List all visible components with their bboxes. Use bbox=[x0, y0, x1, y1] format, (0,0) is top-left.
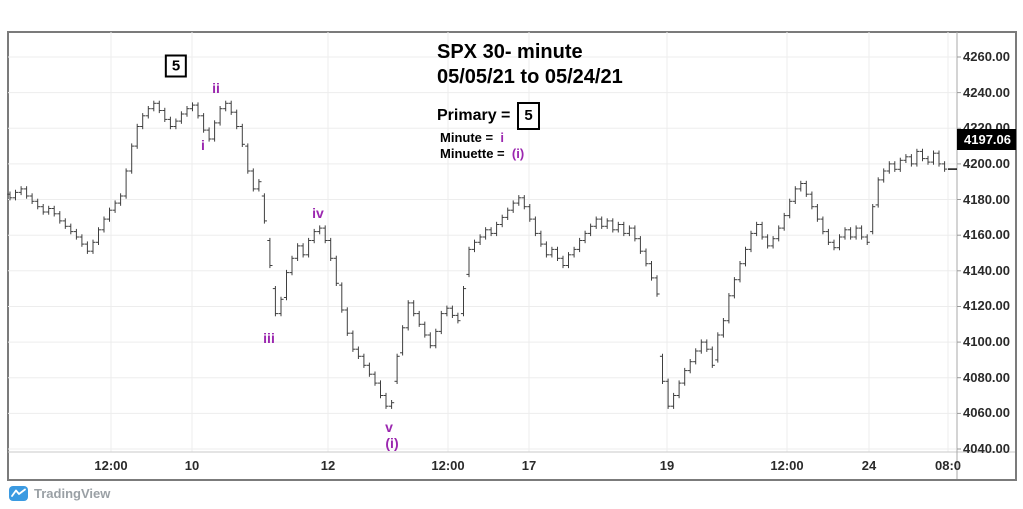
price-axis-label: 4060.00 bbox=[963, 405, 1010, 421]
legend-minute-symbol: i bbox=[500, 130, 504, 145]
price-axis-label: 4180.00 bbox=[963, 191, 1010, 207]
tradingview-watermark-text: TradingView bbox=[34, 486, 111, 501]
price-axis-label: 4040.00 bbox=[963, 441, 1010, 456]
chart-title-line2: 05/05/21 to 05/24/21 bbox=[437, 66, 623, 88]
legend-minuette-row: Minuette = (i) bbox=[440, 146, 540, 162]
tradingview-logo-icon bbox=[9, 486, 28, 501]
ohlc-bars bbox=[7, 100, 948, 409]
price-axis[interactable]: 4260.00 4240.00 4220.00 4200.00 4180.00 4160.… bbox=[957, 31, 1017, 481]
chart-title-annotation[interactable]: SPX 30- minute 05/05/21 to 05/24/21 bbox=[437, 40, 623, 90]
price-axis-label: 4080.00 bbox=[963, 369, 1010, 385]
price-axis-label: 4200.00 bbox=[963, 155, 1010, 171]
legend-minuette-label: Minuette = bbox=[440, 146, 505, 161]
chart-frame bbox=[7, 31, 1017, 481]
wave-degree-legend[interactable]: Primary = 5 Minute = i Minuette = (i) bbox=[437, 102, 540, 162]
time-axis-label: 12:00 bbox=[431, 458, 465, 473]
legend-primary-symbol: 5 bbox=[517, 102, 540, 130]
price-axis-label: 4160.00 bbox=[963, 227, 1010, 243]
time-axis-label: 12:00 bbox=[94, 458, 128, 473]
legend-minuette-symbol: (i) bbox=[511, 146, 525, 161]
time-axis[interactable]: 12:00 10 12 12:00 17 19 12:00 24 08:0 bbox=[7, 452, 961, 480]
time-axis-label: 12 bbox=[320, 458, 336, 473]
price-axis-label: 4260.00 bbox=[963, 49, 1010, 64]
tradingview-watermark[interactable]: TradingView bbox=[9, 486, 110, 501]
time-axis-label: 08:0 bbox=[934, 458, 962, 473]
price-axis-label: 4120.00 bbox=[963, 298, 1010, 314]
last-price-tag: 4197.06 bbox=[957, 129, 1016, 150]
time-axis-label: 12:00 bbox=[770, 458, 804, 473]
chart-title-line1: SPX 30- minute bbox=[437, 41, 583, 63]
legend-minute-row: Minute = i bbox=[440, 130, 540, 146]
legend-minute-label: Minute = bbox=[440, 130, 494, 145]
time-axis-label: 24 bbox=[861, 458, 877, 473]
legend-primary-label: Primary = bbox=[437, 107, 511, 124]
time-axis-label: 19 bbox=[659, 458, 675, 473]
time-axis-label: 10 bbox=[184, 458, 200, 473]
price-axis-label: 4240.00 bbox=[963, 84, 1010, 100]
price-axis-label: 4100.00 bbox=[963, 334, 1010, 350]
time-axis-label: 17 bbox=[521, 458, 537, 473]
legend-primary-row: Primary = 5 bbox=[437, 102, 540, 130]
price-axis-label: 4140.00 bbox=[963, 262, 1010, 278]
